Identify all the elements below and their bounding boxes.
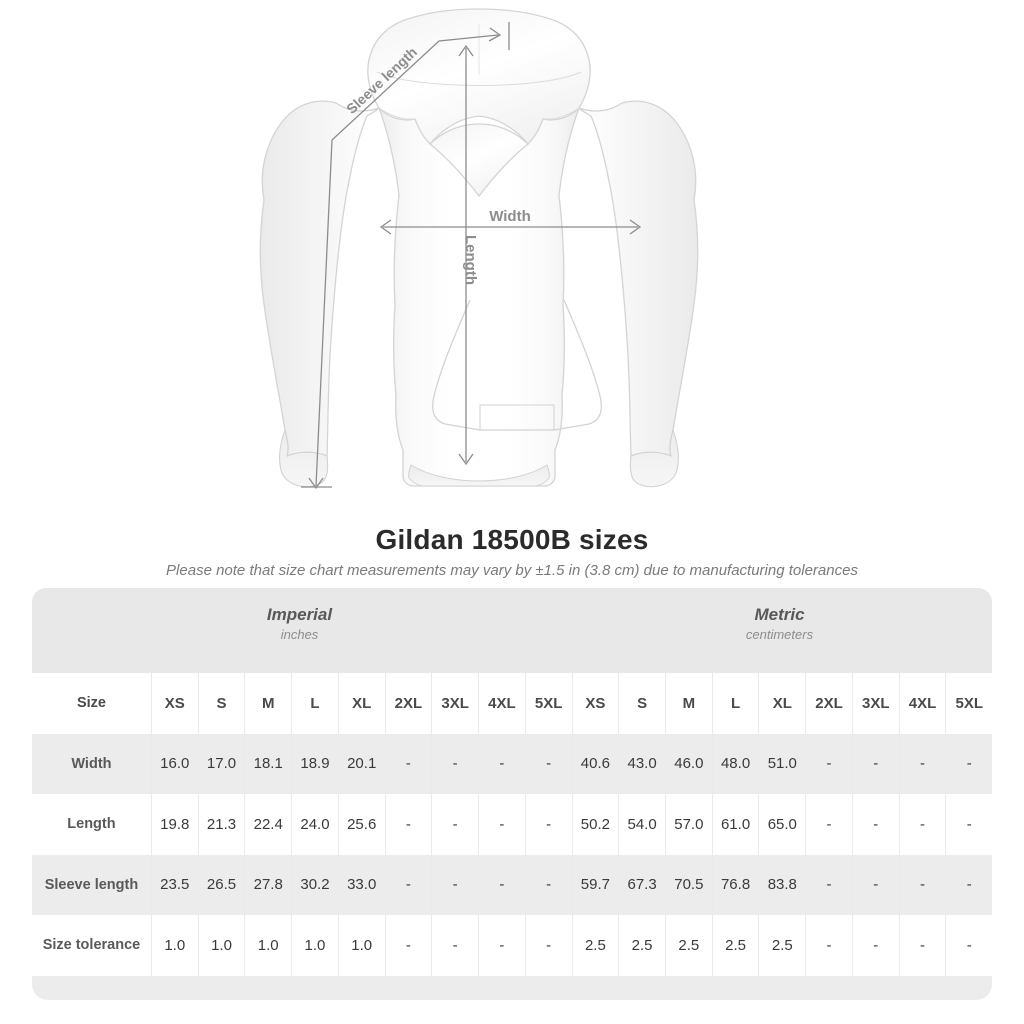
svg-text:Length: Length (462, 235, 479, 285)
svg-text:Width: Width (489, 208, 531, 225)
